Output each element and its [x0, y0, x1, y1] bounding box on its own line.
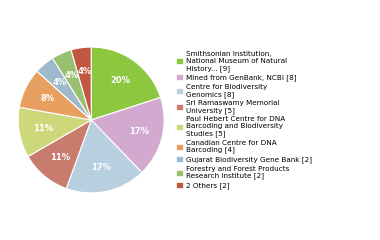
Wedge shape [91, 47, 161, 120]
Wedge shape [52, 50, 91, 120]
Wedge shape [91, 97, 164, 173]
Wedge shape [19, 71, 91, 120]
Text: 4%: 4% [77, 67, 92, 76]
Text: 11%: 11% [33, 124, 53, 133]
Text: 17%: 17% [129, 127, 149, 136]
Wedge shape [66, 120, 142, 193]
Text: 17%: 17% [91, 163, 111, 172]
Wedge shape [18, 107, 91, 156]
Text: 8%: 8% [40, 94, 54, 103]
Wedge shape [37, 58, 91, 120]
Legend: Smithsonian Institution,
National Museum of Natural
History... [9], Mined from G: Smithsonian Institution, National Museum… [176, 51, 312, 189]
Wedge shape [28, 120, 91, 189]
Wedge shape [71, 47, 91, 120]
Text: 4%: 4% [53, 78, 67, 87]
Text: 20%: 20% [110, 76, 130, 85]
Text: 11%: 11% [50, 153, 70, 162]
Text: 4%: 4% [64, 71, 78, 80]
